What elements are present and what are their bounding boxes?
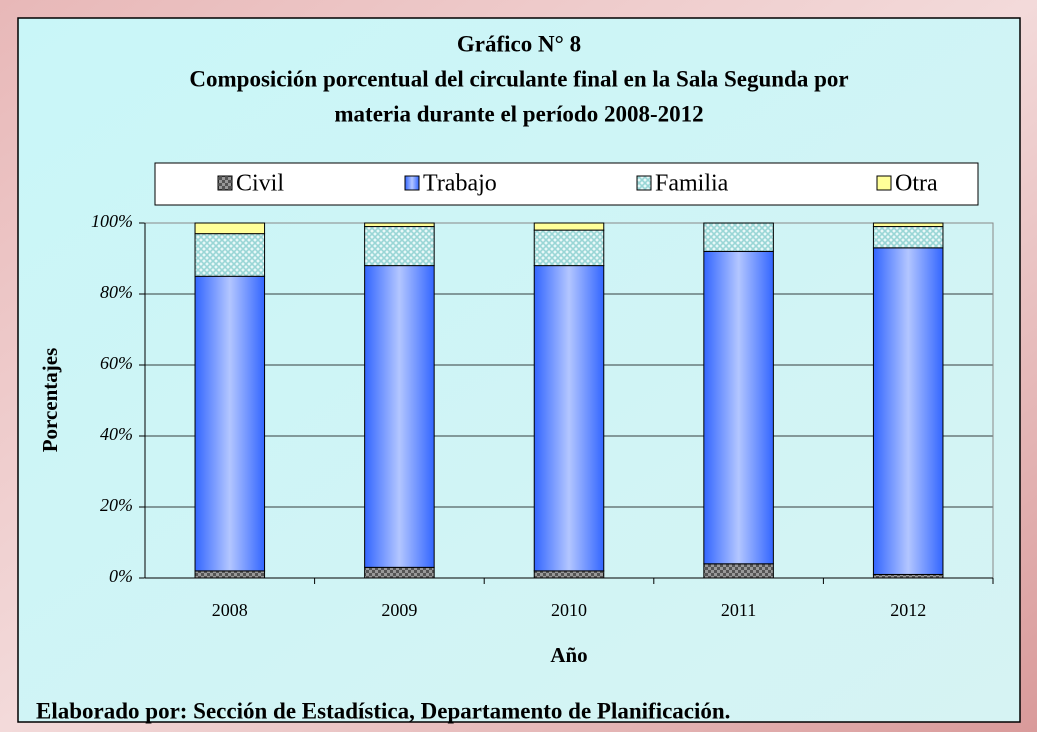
bar-segment: [364, 222, 435, 228]
bar-segment: [194, 570, 266, 579]
bar-segment: [194, 222, 266, 235]
y-tick-label: 20%: [100, 495, 133, 515]
panel: [17, 17, 1021, 723]
bar-segment: [872, 247, 944, 575]
bar-segment: [364, 226, 435, 267]
bar-segment: [703, 250, 774, 565]
bar-segment: [703, 563, 774, 579]
bar-segment: [872, 226, 944, 249]
bar-segment: [533, 229, 605, 267]
y-tick-label: 0%: [109, 566, 133, 586]
y-axis-label: Porcentajes: [38, 348, 62, 453]
legend-label: Trabajo: [423, 171, 497, 197]
legend: [154, 162, 979, 206]
bar-segment: [194, 233, 266, 277]
bar-segment: [872, 573, 944, 579]
chart-subtitle: materia durante el período 2008-2012: [334, 101, 703, 126]
chart-title: Gráfico N° 8: [457, 31, 581, 56]
y-tick-label: 80%: [100, 282, 133, 302]
y-tick-label: 60%: [100, 353, 133, 373]
x-tick-label: 2012: [890, 600, 926, 620]
x-tick-label: 2011: [721, 600, 756, 620]
bar-segment: [533, 265, 605, 572]
x-tick-label: 2009: [381, 600, 417, 620]
legend-swatch: [636, 175, 652, 191]
legend-label: Otra: [895, 171, 938, 197]
chart-subtitle: Composición porcentual del circulante fi…: [189, 66, 848, 91]
legend-label: Familia: [655, 171, 729, 197]
x-tick-label: 2010: [551, 600, 587, 620]
source-note: Elaborado por: Sección de Estadística, D…: [36, 698, 730, 723]
y-tick-label: 40%: [100, 424, 133, 444]
legend-swatch: [404, 175, 420, 191]
legend-swatch: [876, 175, 892, 191]
bar-segment: [364, 265, 435, 568]
bar-segment: [364, 566, 435, 579]
bar-segment: [533, 570, 605, 579]
bar-segment: [533, 222, 605, 231]
bar-segment: [872, 222, 944, 228]
legend-label: Civil: [236, 171, 284, 197]
bar-segment: [194, 275, 266, 572]
x-tick-label: 2008: [212, 600, 248, 620]
x-axis-label: Año: [550, 643, 587, 667]
legend-swatch: [217, 175, 233, 191]
bar-segment: [703, 222, 774, 252]
y-tick-label: 100%: [91, 211, 133, 231]
